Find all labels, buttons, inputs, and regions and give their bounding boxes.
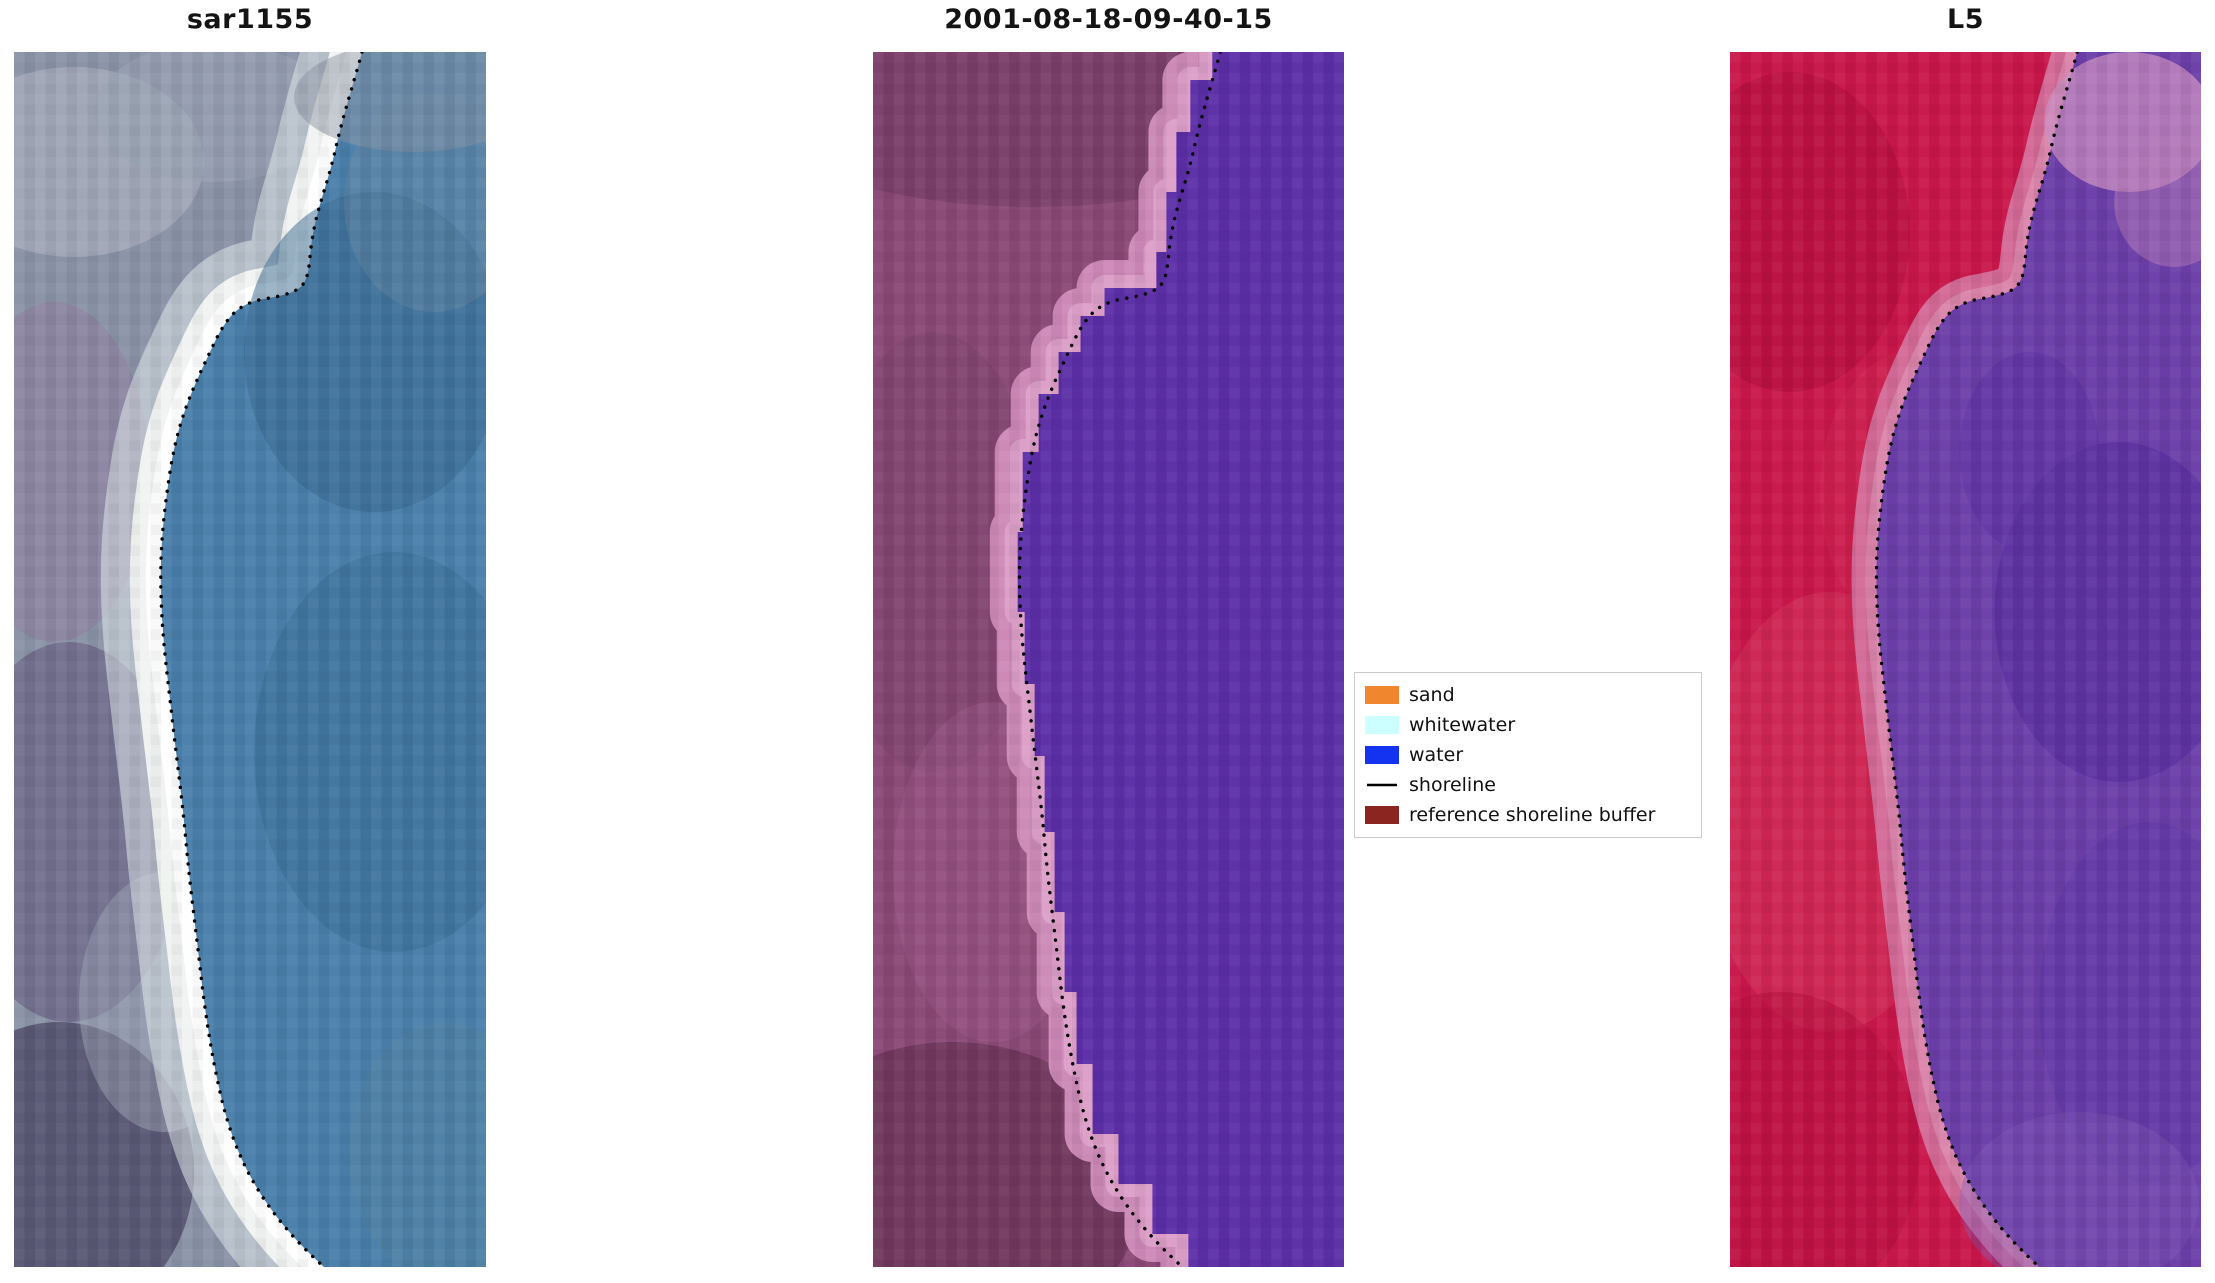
panel-title-sar1155: sar1155 <box>186 4 314 35</box>
panel-sar1155 <box>14 52 486 1267</box>
panel-l5 <box>1730 52 2201 1267</box>
pixelation-overlay <box>14 52 486 1267</box>
shoreline-dots <box>159 52 364 1267</box>
legend-label-sand: sand <box>1409 684 1455 706</box>
panel-title-l5: L5 <box>1947 4 1984 35</box>
legend: sand whitewater water shoreline referenc… <box>1354 672 1702 838</box>
panel-classified <box>873 52 1344 1267</box>
reference-buffer-color-swatch <box>1365 806 1399 824</box>
pixelation-overlay <box>1730 52 2201 1267</box>
whitewater-color-swatch <box>1365 716 1399 734</box>
shoreline-dots <box>1874 52 2079 1267</box>
legend-label-water: water <box>1409 744 1464 766</box>
legend-label-whitewater: whitewater <box>1409 714 1516 736</box>
legend-label-shoreline: shoreline <box>1409 774 1496 796</box>
legend-item-reference-shoreline-buffer: reference shoreline buffer <box>1365 800 1691 830</box>
panel-title-classified: 2001-08-18-09-40-15 <box>944 4 1273 35</box>
sand-color-swatch <box>1365 686 1399 704</box>
legend-item-sand: sand <box>1365 680 1691 710</box>
legend-label-reference-shoreline-buffer: reference shoreline buffer <box>1409 804 1656 826</box>
legend-item-shoreline: shoreline <box>1365 770 1691 800</box>
shoreline-dots <box>1017 52 1222 1267</box>
shoreline-line-swatch <box>1367 783 1397 787</box>
legend-item-whitewater: whitewater <box>1365 710 1691 740</box>
pixelation-overlay <box>873 52 1344 1267</box>
water-color-swatch <box>1365 746 1399 764</box>
legend-item-water: water <box>1365 740 1691 770</box>
